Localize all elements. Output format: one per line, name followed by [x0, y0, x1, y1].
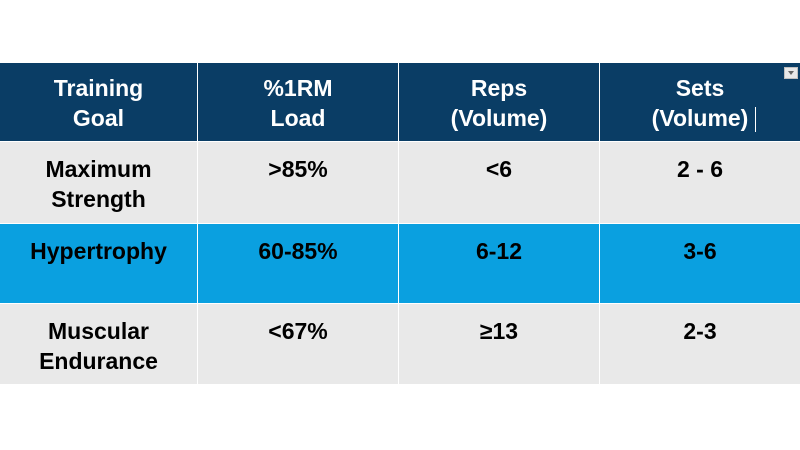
training-goals-table: Training Goal %1RM Load Reps (Volume) Se… [0, 63, 800, 385]
header-sets-volume: Sets (Volume) [600, 63, 800, 142]
chevron-down-icon[interactable] [784, 67, 798, 79]
cell-reps-maximum-strength: <6 [399, 142, 600, 224]
cell-goal-muscular-endurance: Muscular Endurance [0, 304, 198, 385]
cell-load-maximum-strength: >85% [198, 142, 399, 224]
cell-load-hypertrophy: 60-85% [198, 224, 399, 304]
header-sets-volume-label: Sets (Volume) [651, 75, 749, 131]
cell-goal-hypertrophy: Hypertrophy [0, 224, 198, 304]
header-training-goal: Training Goal [0, 63, 198, 142]
header-1rm-load: %1RM Load [198, 63, 399, 142]
text-cursor [755, 107, 756, 132]
cell-sets-muscular-endurance: 2-3 [600, 304, 800, 385]
cell-goal-maximum-strength: Maximum Strength [0, 142, 198, 224]
cell-load-muscular-endurance: <67% [198, 304, 399, 385]
cell-sets-hypertrophy: 3-6 [600, 224, 800, 304]
header-reps-volume: Reps (Volume) [399, 63, 600, 142]
cell-reps-muscular-endurance: ≥13 [399, 304, 600, 385]
cell-sets-maximum-strength: 2 - 6 [600, 142, 800, 224]
cell-reps-hypertrophy: 6-12 [399, 224, 600, 304]
